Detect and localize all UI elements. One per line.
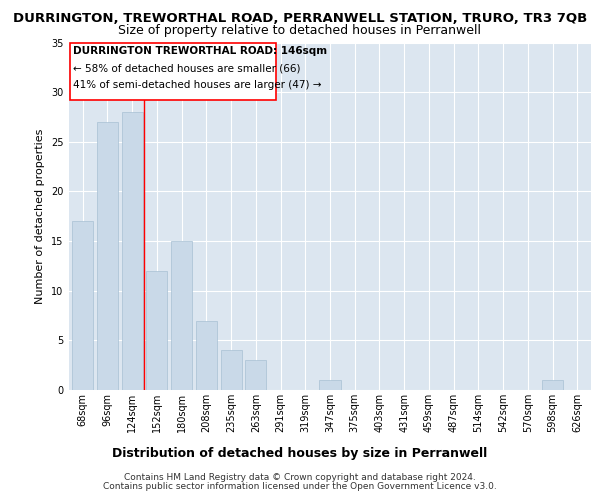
Bar [72,221,93,390]
Text: 41% of semi-detached houses are larger (47) →: 41% of semi-detached houses are larger (… [73,80,322,90]
Text: DURRINGTON, TREWORTHAL ROAD, PERRANWELL STATION, TRURO, TR3 7QB: DURRINGTON, TREWORTHAL ROAD, PERRANWELL … [13,12,587,26]
Bar [542,380,563,390]
Bar [319,380,341,390]
Text: Size of property relative to detached houses in Perranwell: Size of property relative to detached ho… [119,24,482,37]
Text: Distribution of detached houses by size in Perranwell: Distribution of detached houses by size … [112,448,488,460]
Bar [171,241,192,390]
Text: Contains HM Land Registry data © Crown copyright and database right 2024.: Contains HM Land Registry data © Crown c… [124,474,476,482]
Bar [221,350,242,390]
Bar [196,320,217,390]
Bar [97,122,118,390]
Bar [122,112,143,390]
Bar [146,271,167,390]
Text: Contains public sector information licensed under the Open Government Licence v3: Contains public sector information licen… [103,482,497,491]
Y-axis label: Number of detached properties: Number of detached properties [35,128,46,304]
Text: DURRINGTON TREWORTHAL ROAD: 146sqm: DURRINGTON TREWORTHAL ROAD: 146sqm [73,46,328,56]
Bar [245,360,266,390]
Text: ← 58% of detached houses are smaller (66): ← 58% of detached houses are smaller (66… [73,64,301,74]
Bar [70,42,275,100]
